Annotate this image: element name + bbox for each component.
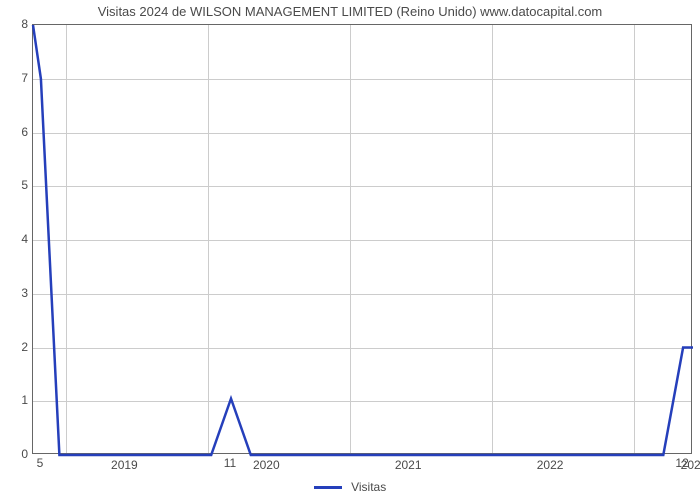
y-tick-label: 3 [21,286,28,300]
y-tick-label: 1 [21,393,28,407]
x-point-label: 5 [37,456,44,470]
series-line [33,25,691,453]
y-tick-label: 2 [21,340,28,354]
legend-swatch [314,486,342,489]
y-tick-label: 8 [21,17,28,31]
y-tick-label: 4 [21,232,28,246]
y-tick-label: 6 [21,125,28,139]
chart-container: Visitas 2024 de WILSON MANAGEMENT LIMITE… [0,0,700,500]
plot-area [32,24,692,454]
x-tick-label: 2019 [111,458,138,472]
y-tick-label: 5 [21,178,28,192]
x-tick-label: 2020 [253,458,280,472]
chart-title: Visitas 2024 de WILSON MANAGEMENT LIMITE… [0,4,700,19]
legend-label: Visitas [351,480,386,494]
y-tick-label: 7 [21,71,28,85]
legend: Visitas [0,480,700,494]
x-point-label: 11 [224,456,236,470]
x-tick-label: 2022 [537,458,564,472]
y-tick-label: 0 [21,447,28,461]
x-point-label: 12 [675,456,688,470]
x-tick-label: 2021 [395,458,422,472]
